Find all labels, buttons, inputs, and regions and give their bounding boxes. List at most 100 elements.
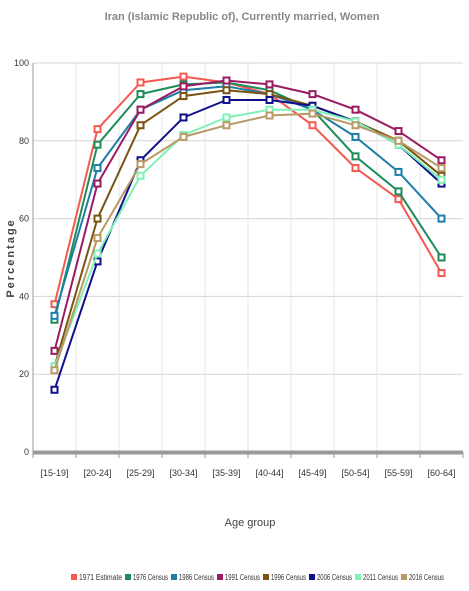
legend-swatch (401, 574, 407, 580)
data-point[interactable] (351, 152, 360, 161)
x-axis-title: Age group (225, 517, 276, 529)
x-axis-line (33, 450, 463, 455)
series-1 (50, 72, 446, 309)
legend-swatch (171, 574, 177, 580)
data-point[interactable] (179, 92, 188, 101)
data-point[interactable] (437, 175, 446, 184)
series-line (53, 112, 443, 371)
data-point[interactable] (222, 86, 231, 95)
data-point[interactable] (394, 187, 403, 196)
data-point[interactable] (394, 127, 403, 136)
data-point[interactable] (136, 78, 145, 87)
legend-swatch (71, 574, 77, 580)
x-tick-label: [25-29] (126, 468, 154, 478)
data-point[interactable] (93, 164, 102, 173)
x-tick-label: [30-34] (169, 468, 197, 478)
data-point[interactable] (351, 164, 360, 173)
data-point[interactable] (437, 156, 446, 165)
legend-item[interactable]: 2006 Census (309, 573, 352, 582)
data-point[interactable] (50, 311, 59, 320)
legend-label: 2011 Census (363, 573, 398, 582)
series-line (53, 85, 443, 317)
legend-label: 2006 Census (317, 573, 352, 582)
legend-label: 1986 Census (179, 573, 214, 582)
data-point[interactable] (179, 132, 188, 141)
legend-swatch (263, 574, 269, 580)
series-line (53, 89, 443, 367)
x-tick-label: [60-64] (427, 468, 455, 478)
legend-item[interactable]: 1991 Census (217, 573, 260, 582)
data-point[interactable] (179, 113, 188, 122)
data-point[interactable] (351, 121, 360, 130)
x-tick-label: [45-49] (298, 468, 326, 478)
data-point[interactable] (93, 234, 102, 243)
legend-item[interactable]: 1971 Estimate (71, 573, 122, 582)
data-point[interactable] (394, 167, 403, 176)
data-point[interactable] (437, 253, 446, 262)
legend-label: 1991 Census (225, 573, 260, 582)
axes: 0 20 40 60 80 100 [15-19] [20-24] [25-29] [30-34]… (14, 58, 464, 478)
y-tick-label: 100 (14, 58, 29, 68)
series-line (53, 79, 443, 352)
data-point[interactable] (50, 366, 59, 375)
data-point[interactable] (222, 95, 231, 104)
data-point[interactable] (136, 105, 145, 114)
data-point[interactable] (437, 164, 446, 173)
data-point[interactable] (179, 72, 188, 81)
legend-item[interactable]: 1986 Census (171, 573, 214, 582)
data-point[interactable] (308, 121, 317, 130)
data-point[interactable] (93, 249, 102, 258)
data-point[interactable] (93, 125, 102, 134)
legend-label: 1971 Estimate (79, 573, 122, 582)
x-tick-label: [15-19] (40, 468, 68, 478)
legend-item[interactable]: 1976 Census (125, 573, 168, 582)
series-lines (50, 72, 446, 394)
gridlines (33, 62, 463, 452)
data-point[interactable] (437, 214, 446, 223)
series-8 (50, 109, 446, 375)
data-point[interactable] (136, 160, 145, 169)
legend-label: 2016 Census (409, 573, 444, 582)
data-point[interactable] (351, 105, 360, 114)
y-axis-title: Percentage (5, 218, 17, 297)
data-point[interactable] (265, 80, 274, 89)
x-tick-label: [40-44] (255, 468, 283, 478)
legend-item[interactable]: 1996 Census (263, 573, 306, 582)
data-point[interactable] (265, 111, 274, 120)
legend-label: 1996 Census (271, 573, 306, 582)
data-point[interactable] (222, 113, 231, 122)
data-point[interactable] (136, 121, 145, 130)
legend-swatch (217, 574, 223, 580)
legend-swatch (309, 574, 315, 580)
data-point[interactable] (308, 90, 317, 99)
chart-title: Iran (Islamic Republic of), Currently ma… (105, 11, 380, 23)
series-line (53, 75, 443, 305)
data-point[interactable] (394, 195, 403, 204)
data-point[interactable] (437, 269, 446, 278)
data-point[interactable] (50, 346, 59, 355)
data-point[interactable] (93, 140, 102, 149)
data-point[interactable] (265, 95, 274, 104)
legend-item[interactable]: 2011 Census (355, 573, 398, 582)
legend-swatch (125, 574, 131, 580)
legend-item[interactable]: 2016 Census (401, 573, 444, 582)
data-point[interactable] (136, 90, 145, 99)
legend-swatch (355, 574, 361, 580)
x-tick-label: [50-54] (341, 468, 369, 478)
data-point[interactable] (50, 385, 59, 394)
data-point[interactable] (394, 136, 403, 145)
x-tick-label: [55-59] (384, 468, 412, 478)
data-point[interactable] (93, 179, 102, 188)
y-tick-label: 80 (19, 136, 29, 146)
data-point[interactable] (136, 171, 145, 180)
series-4 (50, 76, 446, 355)
data-point[interactable] (308, 109, 317, 118)
data-point[interactable] (222, 121, 231, 130)
data-point[interactable] (93, 214, 102, 223)
data-point[interactable] (222, 76, 231, 85)
data-point[interactable] (179, 82, 188, 91)
y-tick-label: 40 (19, 291, 29, 301)
data-point[interactable] (351, 132, 360, 141)
